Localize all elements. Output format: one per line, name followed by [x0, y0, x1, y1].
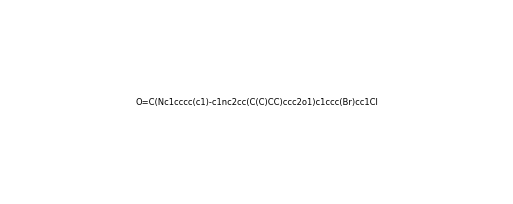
Text: O=C(Nc1cccc(c1)-c1nc2cc(C(C)CC)ccc2o1)c1ccc(Br)cc1Cl: O=C(Nc1cccc(c1)-c1nc2cc(C(C)CC)ccc2o1)c1… [135, 98, 378, 106]
